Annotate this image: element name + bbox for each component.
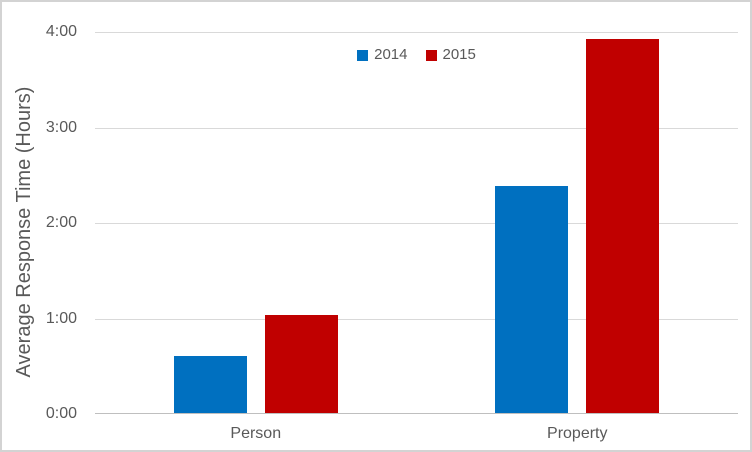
gridline bbox=[95, 318, 738, 320]
legend-swatch-icon bbox=[425, 49, 437, 61]
legend: 2014 2015 bbox=[95, 46, 738, 64]
category-label-property: Property bbox=[547, 425, 608, 442]
bar-2014-property bbox=[495, 186, 569, 413]
gridline bbox=[95, 127, 738, 129]
legend-label: 2014 bbox=[374, 46, 408, 63]
bar-2015-person bbox=[264, 315, 338, 413]
legend-swatch-icon bbox=[357, 49, 369, 61]
bar-2014-person bbox=[173, 356, 247, 413]
y-tick-label: 2:00 bbox=[45, 214, 77, 231]
y-tick-label: 3:00 bbox=[45, 118, 77, 136]
gridline bbox=[95, 223, 738, 224]
legend-label: 2015 bbox=[442, 46, 476, 63]
y-tick-label: 4:00 bbox=[45, 23, 77, 40]
y-tick-label: 1:00 bbox=[45, 309, 77, 327]
legend-item-2015: 2015 bbox=[425, 46, 476, 64]
legend-item-2014: 2014 bbox=[357, 46, 408, 64]
gridline bbox=[95, 32, 738, 33]
y-tick-label: 0:00 bbox=[45, 405, 77, 422]
plot-area bbox=[95, 32, 738, 414]
bar-2015-property bbox=[586, 39, 660, 413]
category-label-person: Person bbox=[230, 425, 282, 442]
x-axis-category-labels: Person Property bbox=[95, 424, 738, 444]
